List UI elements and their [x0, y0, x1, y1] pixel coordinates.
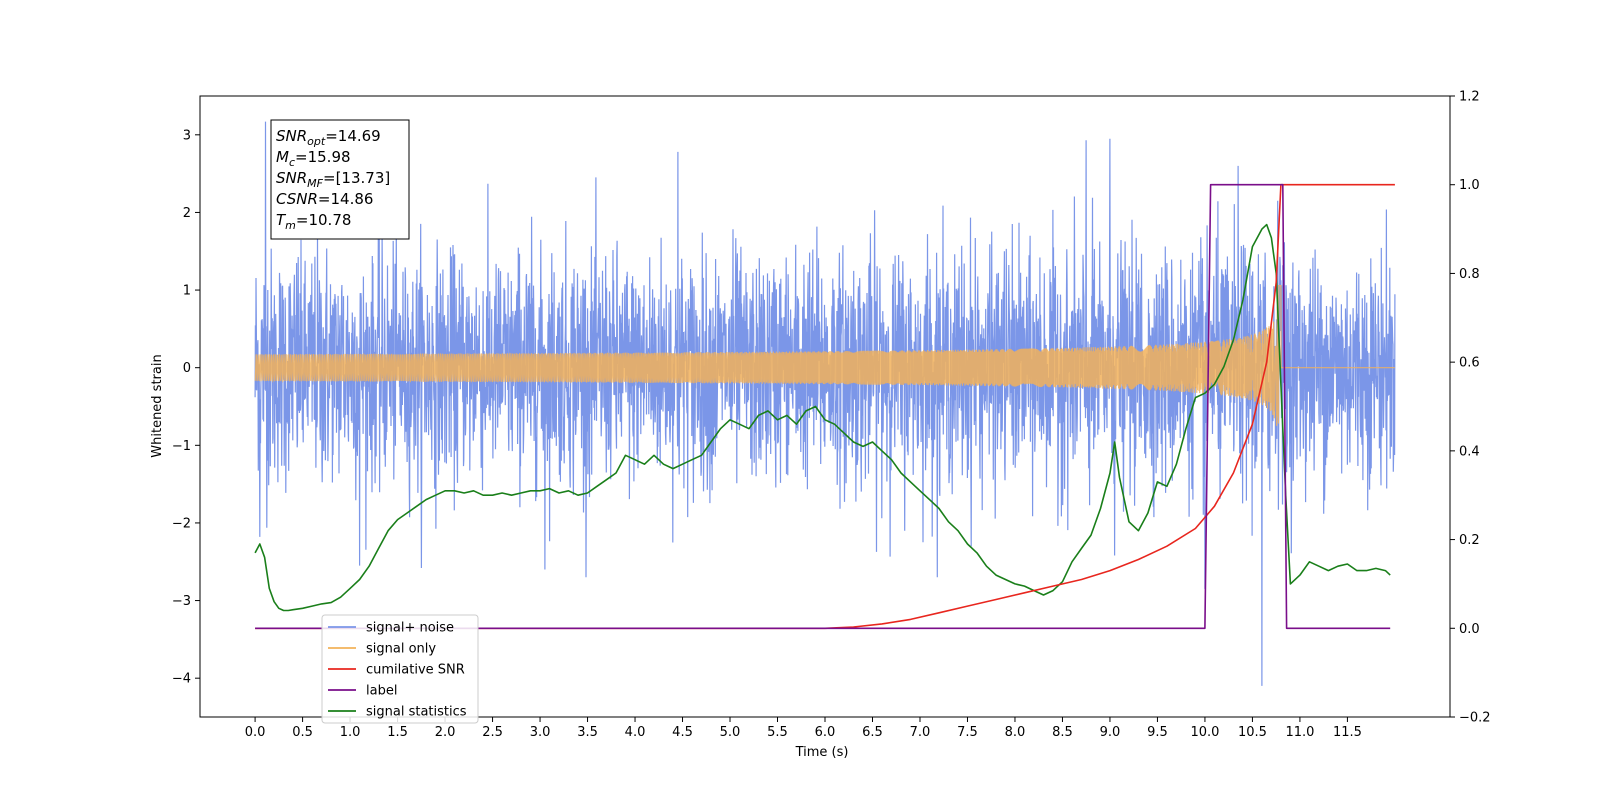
x-tick-label: 10.0 — [1190, 725, 1219, 740]
x-tick-label: 2.5 — [482, 725, 503, 740]
x-tick-label: 3.0 — [530, 725, 551, 740]
annotation-line: SNRMF=[13.73] — [276, 169, 390, 190]
x-axis-label: Time (s) — [795, 745, 849, 760]
x-tick-label: 8.5 — [1052, 725, 1073, 740]
x-tick-label: 9.5 — [1147, 725, 1168, 740]
y-left-tick-label: 2 — [183, 206, 191, 221]
x-tick-label: 0.0 — [245, 725, 266, 740]
x-tick-label: 0.5 — [292, 725, 313, 740]
y-right-tick-label: −0.2 — [1459, 711, 1491, 726]
x-tick-label: 6.0 — [815, 725, 836, 740]
legend-label: label — [366, 684, 397, 699]
legend-label: signal only — [366, 642, 436, 657]
annotation-frame — [270, 119, 410, 240]
x-tick-label: 5.0 — [720, 725, 741, 740]
y-right-tick-label: 0.2 — [1459, 533, 1480, 548]
y-axis-label: Whitened strain — [150, 354, 165, 457]
plot-area — [254, 121, 1396, 686]
x-tick-label: 4.5 — [672, 725, 693, 740]
x-axis: 0.0 0.5 1.0 1.5 2.0 2.5 3.0 3.5 4.0 4.5 5.0 5.5 6.0 6… — [245, 717, 1362, 740]
x-tick-label: 1.0 — [340, 725, 361, 740]
legend-label: signal+ noise — [366, 621, 454, 636]
x-tick-label: 8.0 — [1005, 725, 1026, 740]
x-tick-label: 10.5 — [1238, 725, 1267, 740]
signal-noise-line — [254, 121, 1396, 686]
y-left-tick-label: 3 — [183, 128, 191, 143]
legend-frame — [321, 614, 479, 724]
x-tick-label: 4.0 — [625, 725, 646, 740]
legend: signal+ noise signal only cumilative SNR la… — [321, 614, 479, 724]
y-right-tick-label: 0.4 — [1459, 444, 1480, 459]
y-left-tick-label: −1 — [172, 439, 191, 454]
x-tick-label: 9.0 — [1100, 725, 1121, 740]
series-signal-only — [254, 285, 1395, 426]
x-tick-label: 2.0 — [435, 725, 456, 740]
annotation-line: Tm=10.78 — [276, 211, 351, 232]
label-line — [255, 183, 1391, 630]
signal-statistics-line — [254, 223, 1391, 612]
y-left-tick-label: −2 — [172, 516, 191, 531]
cumilative-snr-line — [255, 183, 1395, 630]
legend-label: cumilative SNR — [366, 663, 465, 678]
y-left-tick-label: 1 — [183, 284, 191, 299]
stats-annotation-box: SNRopt=14.69Mc=15.98SNRMF=[13.73]CSNR=14… — [270, 119, 410, 240]
series-right-axis — [254, 183, 1395, 630]
y-right-tick-label: 0.0 — [1459, 622, 1480, 637]
x-tick-label: 7.0 — [910, 725, 931, 740]
x-tick-label: 11.5 — [1333, 725, 1362, 740]
y-right-tick-label: 1.0 — [1459, 178, 1480, 193]
signal-only-line — [254, 285, 1395, 426]
y-right-tick-label: 0.8 — [1459, 267, 1480, 282]
annotation-line: SNRopt=14.69 — [276, 127, 381, 148]
y-axis-right: 1.2 1.0 0.8 0.6 0.4 0.2 0.0 −0.2 — [1450, 90, 1491, 726]
y-right-tick-label: 1.2 — [1459, 90, 1480, 105]
x-tick-label: 5.5 — [767, 725, 788, 740]
y-right-tick-label: 0.6 — [1459, 356, 1480, 371]
y-left-tick-label: −4 — [172, 672, 191, 687]
x-tick-label: 6.5 — [862, 725, 883, 740]
y-left-tick-label: 0 — [183, 361, 191, 376]
annotation-line: Mc=15.98 — [276, 148, 351, 169]
annotation-line: CSNR=14.86 — [276, 190, 373, 208]
series-signal-noise — [254, 121, 1396, 686]
y-axis-left: 3 2 1 0 −1 −2 −3 −4 — [172, 128, 200, 687]
legend-label: signal statistics — [366, 705, 467, 720]
x-tick-label: 3.5 — [577, 725, 598, 740]
y-left-tick-label: −3 — [172, 594, 191, 609]
x-tick-label: 1.5 — [387, 725, 408, 740]
x-tick-label: 11.0 — [1285, 725, 1314, 740]
x-tick-label: 7.5 — [957, 725, 978, 740]
